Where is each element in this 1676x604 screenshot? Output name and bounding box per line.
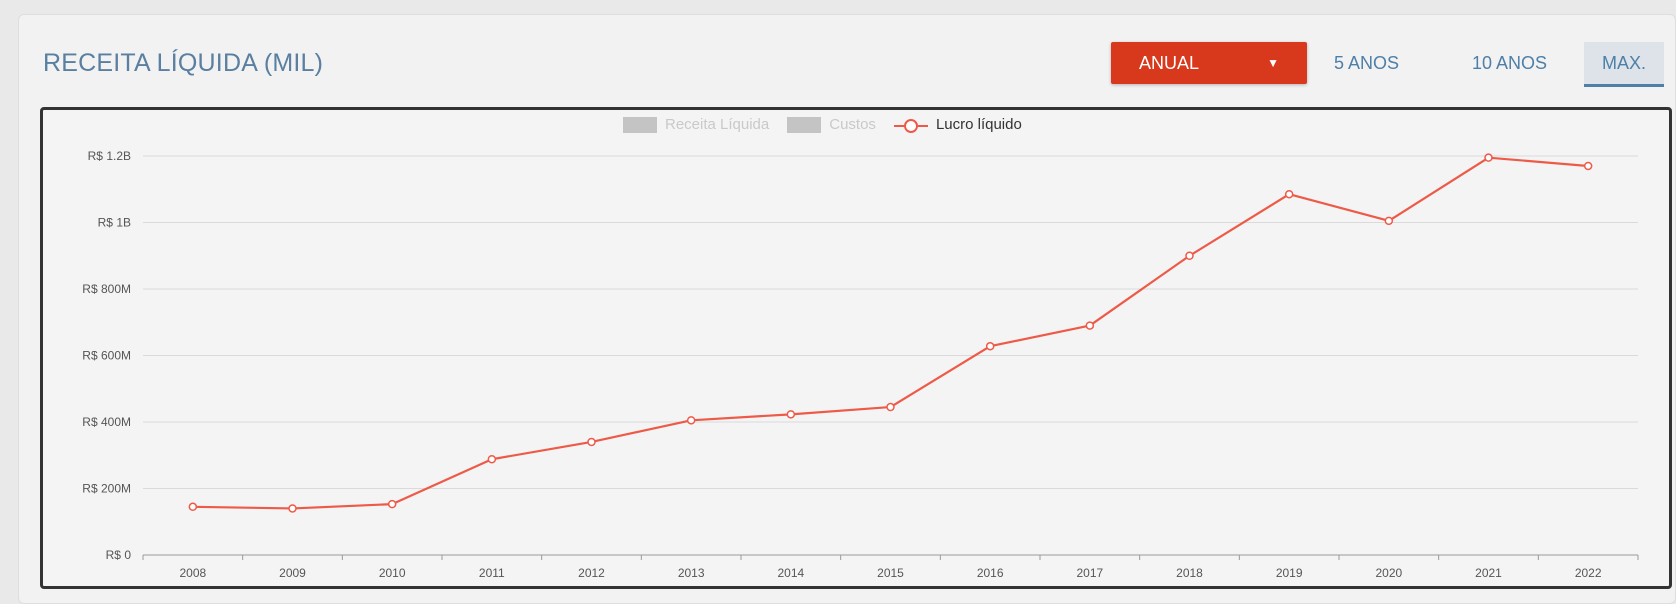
data-point (686, 416, 696, 425)
legend-line-marker-icon (893, 117, 928, 133)
x-tick-label: 2019 (1276, 566, 1303, 580)
x-tick-label: 2012 (578, 566, 605, 580)
tab-max[interactable]: MAX. (1584, 42, 1665, 87)
x-tick-label: 2014 (777, 566, 804, 580)
data-point (1484, 153, 1493, 162)
y-tick-label: R$ 0 (106, 548, 132, 562)
legend-swatch-icon (787, 116, 822, 133)
data-point (1185, 251, 1194, 260)
line-chart: R$ 0 R$ 200M R$ 400M R$ 600M R$ 800M R$ 1B R$ … (82, 149, 1639, 580)
legend-swatch-icon (623, 116, 657, 133)
x-tick-label: 2015 (877, 566, 904, 580)
legend-item-custos[interactable]: Custos (787, 116, 876, 133)
y-tick-label: R$ 600M (82, 349, 131, 363)
caret-down-icon: ▼ (1267, 56, 1279, 70)
data-point (1284, 189, 1294, 199)
x-tick-label: 2009 (279, 566, 306, 580)
y-tick-label: R$ 400M (82, 415, 131, 429)
legend-item-receita[interactable]: Receita Líquida (623, 116, 769, 133)
period-select-label: ANUAL (1139, 52, 1200, 73)
x-tick-label: 2020 (1375, 566, 1402, 580)
legend-item-lucro[interactable]: Lucro líquido (893, 116, 1022, 133)
data-point (487, 454, 497, 464)
x-tick-label: 2013 (678, 566, 705, 580)
x-tick-label: 2011 (479, 566, 505, 580)
data-point (587, 437, 596, 447)
x-tick-label: 2010 (379, 566, 406, 580)
chart-legend: Receita Líquida Custos Lucro líquido (623, 116, 1032, 133)
x-tick-label: 2017 (1076, 566, 1103, 580)
y-tick-label: R$ 1.2B (88, 149, 131, 163)
data-point (188, 502, 198, 512)
legend-label: Lucro líquido (935, 116, 1022, 133)
y-tick-label: R$ 200M (82, 482, 131, 496)
data-point (786, 410, 796, 419)
x-tick-label: 2021 (1475, 566, 1502, 580)
x-tick-label: 2016 (977, 566, 1004, 580)
data-point (985, 341, 995, 351)
legend-label: Receita Líquida (665, 116, 770, 133)
data-point (886, 402, 895, 412)
y-tick-label: R$ 1B (98, 216, 131, 230)
chart-area: Receita Líquida Custos Lucro líquido R$ … (40, 107, 1672, 589)
series-line-lucro-liquido (192, 156, 1589, 510)
y-tick-label: R$ 800M (82, 282, 131, 296)
x-tick-label: 2008 (179, 566, 206, 580)
period-select[interactable]: ANUAL ▼ (1111, 42, 1307, 84)
legend-label: Custos (829, 116, 876, 133)
tab-5-anos[interactable]: 5 ANOS (1334, 53, 1400, 73)
data-point (1384, 216, 1394, 226)
data-point (387, 499, 397, 509)
data-point (288, 504, 297, 513)
data-point (1085, 321, 1095, 330)
x-tick-label: 2022 (1575, 566, 1602, 580)
x-tick-label: 2018 (1176, 566, 1203, 580)
page-title: RECEITA LÍQUIDA (MIL) (43, 49, 324, 77)
data-point (1583, 161, 1593, 171)
tab-10-anos[interactable]: 10 ANOS (1472, 53, 1548, 73)
